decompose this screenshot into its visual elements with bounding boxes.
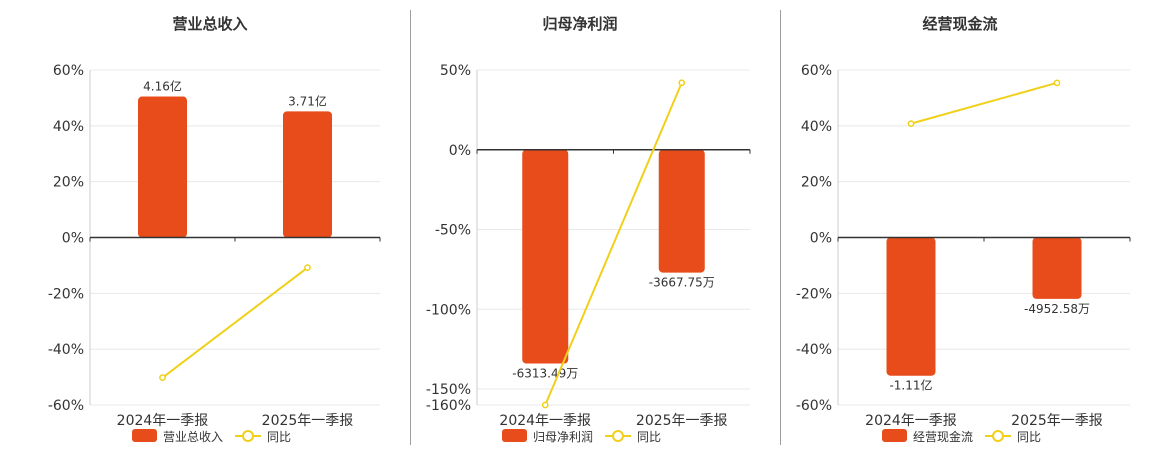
y-tick-label: 20% <box>801 175 832 191</box>
legend-bar-swatch <box>502 429 527 442</box>
legend-line-marker <box>992 430 1004 442</box>
y-tick-label: -160% <box>426 398 471 414</box>
y-tick-label: 0% <box>810 231 832 247</box>
bar-data-label: -4952.58万 <box>1024 302 1090 316</box>
line-point <box>541 401 549 409</box>
x-tick-label: 2024年一季报 <box>865 413 957 429</box>
y-tick-label: -50% <box>435 223 471 239</box>
y-tick-label: -20% <box>796 286 832 302</box>
y-tick-label: 60% <box>53 63 84 79</box>
chart-title: 归母净利润 <box>542 15 617 33</box>
x-tick-label: 2025年一季报 <box>262 413 354 429</box>
x-tick-label: 2024年一季报 <box>499 413 591 429</box>
y-tick-label: 40% <box>53 119 84 135</box>
legend-line-label: 同比 <box>1017 430 1041 444</box>
legend-line-label: 同比 <box>267 430 291 444</box>
chart-title: 经营现金流 <box>922 15 997 33</box>
bar-data-label: -6313.49万 <box>512 367 578 381</box>
y-tick-label: 50% <box>440 63 471 79</box>
line-point <box>159 374 166 381</box>
y-tick-label: 0% <box>449 143 471 159</box>
line-point <box>678 79 686 87</box>
line-series <box>544 82 683 406</box>
y-tick-label: 0% <box>62 231 84 247</box>
bar-data-label: 4.16亿 <box>143 79 182 94</box>
legend-line-label: 同比 <box>637 430 661 444</box>
y-tick-label: -20% <box>48 286 84 302</box>
x-tick-label: 2025年一季报 <box>636 413 728 429</box>
line-series <box>161 266 309 379</box>
line-point <box>1053 79 1061 87</box>
bar <box>138 96 187 238</box>
bar-data-label: -3667.75万 <box>649 276 715 290</box>
y-tick-label: -40% <box>796 342 832 358</box>
y-tick-label: 20% <box>53 175 84 191</box>
legend-bar-label: 经营现金流 <box>913 429 973 444</box>
bar <box>283 111 332 238</box>
legend-bar-label: 营业总收入 <box>163 430 223 444</box>
line-point <box>907 120 915 127</box>
bar <box>658 149 705 273</box>
line-point <box>304 264 311 271</box>
legend-bar-swatch <box>882 429 907 442</box>
y-tick-label: -40% <box>48 342 84 358</box>
y-tick-label: 60% <box>801 63 832 79</box>
chart-title: 营业总收入 <box>172 15 247 33</box>
x-tick-label: 2025年一季报 <box>1011 413 1103 429</box>
y-tick-label: -60% <box>796 398 832 414</box>
legend-bar-swatch <box>132 429 157 442</box>
legend-line-marker <box>242 430 254 442</box>
panel-divider-1 <box>410 10 411 445</box>
panel-divider-2 <box>780 10 781 445</box>
legend-line-marker <box>612 430 624 442</box>
y-tick-label: -100% <box>426 302 471 318</box>
line-series <box>910 81 1058 125</box>
bar <box>1032 237 1082 299</box>
bar-data-label: -1.11亿 <box>889 378 932 393</box>
y-tick-label: -150% <box>426 382 471 398</box>
bar <box>886 237 936 376</box>
bar <box>522 149 569 364</box>
y-tick-label: 40% <box>801 119 832 135</box>
x-tick-label: 2024年一季报 <box>117 413 209 429</box>
y-tick-label: -60% <box>48 398 84 414</box>
legend-bar-label: 归母净利润 <box>533 430 593 444</box>
bar-data-label: 3.71亿 <box>288 93 327 108</box>
